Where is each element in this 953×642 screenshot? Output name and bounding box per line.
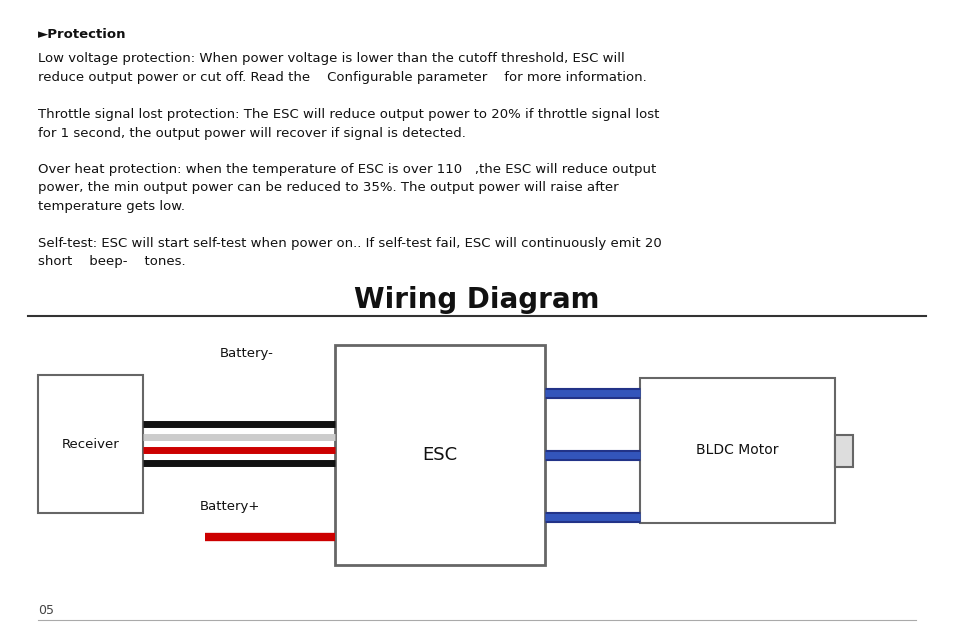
Bar xyxy=(639,378,834,523)
Text: Wiring Diagram: Wiring Diagram xyxy=(354,286,599,314)
Text: Receiver: Receiver xyxy=(62,437,119,451)
Text: BLDC Motor: BLDC Motor xyxy=(696,444,778,458)
Text: Low voltage protection: When power voltage is lower than the cutoff threshold, E: Low voltage protection: When power volta… xyxy=(38,52,646,83)
Text: Battery+: Battery+ xyxy=(200,500,260,513)
Text: Over heat protection: when the temperature of ESC is over 110   ,the ESC will re: Over heat protection: when the temperatu… xyxy=(38,163,656,213)
Text: Self-test: ESC will start self-test when power on.. If self-test fail, ESC will : Self-test: ESC will start self-test when… xyxy=(38,237,661,268)
Bar xyxy=(38,375,143,513)
Bar xyxy=(335,345,544,565)
Text: ESC: ESC xyxy=(422,446,457,464)
Text: Battery-: Battery- xyxy=(220,347,274,360)
Text: Throttle signal lost protection: The ESC will reduce output power to 20% if thro: Throttle signal lost protection: The ESC… xyxy=(38,108,659,139)
Text: ►Protection: ►Protection xyxy=(38,28,127,41)
Bar xyxy=(834,435,852,467)
Text: 05: 05 xyxy=(38,604,54,617)
